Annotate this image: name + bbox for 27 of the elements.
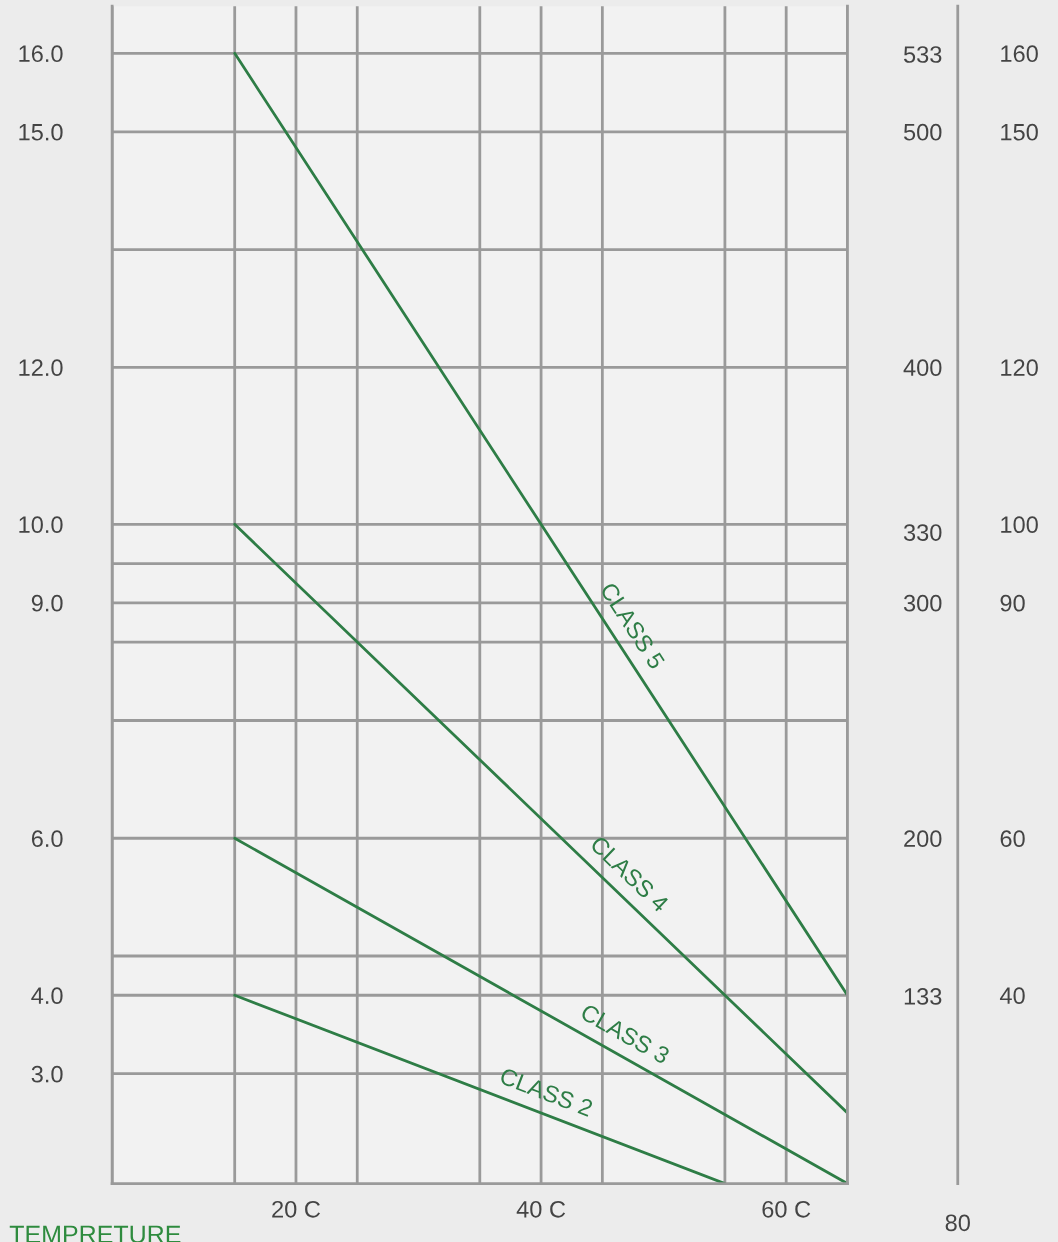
text: CLASS 2 [499,1067,594,1117]
y3-tick-label: 160 [1001,45,1038,63]
x-tick-label: 20 C [272,1200,321,1218]
y2-tick-label: 300 [903,594,942,612]
y2-tick-label: 133 [904,988,942,1005]
y3-tick-label: 100 [1001,516,1038,534]
y-tick-label: 4.0 [31,987,63,1005]
y3-tick-label: 150 [1001,123,1038,141]
y2-tick-label: 500 [903,123,942,141]
y-tick-label: 16.0 [19,45,63,63]
y-tick-label: 3.0 [31,1065,63,1083]
y3-tick-label: 40 [999,987,1025,1005]
y2-tick-label: 200 [904,830,942,848]
y2-tick-label: 400 [903,359,942,377]
y2-tick-label: 330 [903,524,942,541]
y-tick-label: 10.0 [19,516,63,534]
text: 80 [945,1214,970,1232]
y-tick-label: 9.0 [31,594,63,612]
y3-tick-label: 120 [1001,359,1038,377]
y-tick-label: 6.0 [31,830,63,848]
y3-tick-label: 60 [1000,830,1025,848]
y3-tick-label: 90 [1000,594,1025,612]
y-tick-label: 12.0 [19,359,63,377]
y2-tick-label: 533 [903,46,942,63]
x-tick-label: 60 C [762,1200,811,1218]
x-tick-label: 40 C [516,1200,566,1218]
y-tick-label: 15.0 [19,123,63,141]
